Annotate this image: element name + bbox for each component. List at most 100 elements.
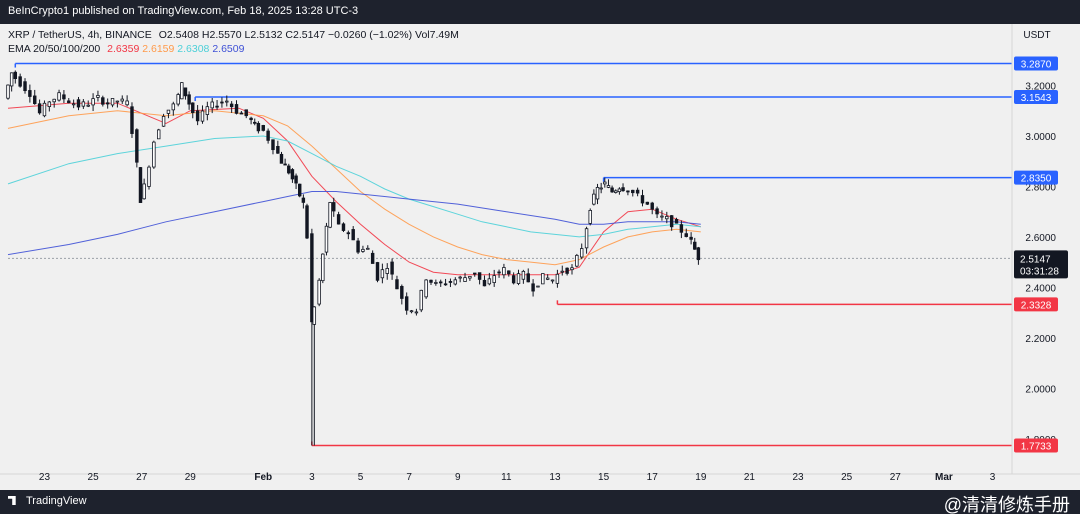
candle-body (370, 252, 375, 264)
candle-body (321, 253, 325, 282)
candle-body (492, 275, 496, 283)
candle-body (225, 100, 229, 103)
candle-body (448, 281, 453, 283)
candle-body (588, 209, 592, 224)
candle-body (183, 87, 188, 97)
candle-body (328, 202, 332, 228)
candle-body (287, 165, 291, 174)
candle-body (550, 279, 555, 282)
candle-body (37, 103, 42, 114)
ema-100-value: 2.6308 (177, 43, 210, 55)
candle-body (584, 228, 589, 249)
ema-series-line (7, 135, 701, 238)
axis-layer: USDT 3.2000 3.0000 2.8000 2.6000 2.4000 2.2000… (0, 24, 1080, 490)
candle-body (477, 272, 482, 280)
candle-body (487, 278, 492, 285)
candle-body (570, 267, 574, 271)
candle-body (595, 187, 600, 200)
candle-body (409, 310, 414, 313)
candle-body (419, 289, 423, 311)
candle-body (375, 262, 380, 281)
publisher-text: BeInCrypto1 published on TradingView.com… (8, 5, 359, 17)
candle-body (443, 283, 448, 286)
candle-body (324, 225, 329, 253)
candle-body (555, 273, 560, 284)
candle-body (234, 104, 239, 114)
ema-200-value: 2.6509 (212, 43, 245, 55)
chart-area[interactable] (0, 24, 1080, 490)
level-price-label: 2.3328 (1021, 300, 1052, 311)
candle-body (674, 219, 679, 224)
time-tick-label: 13 (549, 472, 561, 483)
candle-body (166, 109, 171, 114)
candle-body (305, 205, 309, 239)
level-price-label: 3.2870 (1021, 60, 1052, 71)
candle-body (645, 201, 650, 205)
candle-body (76, 99, 81, 108)
candle-body (312, 306, 317, 325)
candle-body (271, 139, 275, 151)
time-tick-label: 27 (136, 472, 148, 483)
candle-body (631, 189, 635, 194)
candle-body (599, 187, 603, 190)
candle-body (438, 281, 443, 284)
candle-body (617, 188, 622, 193)
tradingview-brand[interactable]: TradingView (8, 495, 87, 507)
candle-body (521, 270, 526, 280)
time-tick-label: 23 (793, 472, 805, 483)
level-price-badge (1014, 90, 1058, 105)
candle-body (531, 283, 535, 292)
candle-body (536, 285, 540, 288)
time-tick-label: 9 (455, 472, 461, 483)
candle-body (176, 94, 180, 105)
candle-body (453, 279, 458, 285)
candle-body (669, 215, 674, 228)
candle-body (502, 267, 506, 276)
candle-body (135, 129, 139, 163)
low-value: L2.5132 (244, 29, 283, 41)
candle-body (356, 240, 360, 253)
ema-line: EMA 20/50/100/200 2.6359 2.6159 2.6308 2… (8, 42, 459, 56)
countdown-label: 03:31:28 (1020, 266, 1059, 277)
candle-body (138, 167, 143, 203)
candle-body (23, 81, 27, 92)
candle-body (414, 311, 419, 314)
candle-body (516, 273, 521, 284)
ema-series-line (7, 191, 701, 256)
candle-body (458, 276, 462, 279)
candle-body (560, 270, 564, 273)
candle-body (635, 189, 640, 194)
candle-body (341, 223, 346, 231)
price-tick-label: 2.6000 (1025, 233, 1056, 244)
candle-body (650, 202, 654, 210)
candle-body (13, 71, 18, 80)
candle-body (115, 100, 120, 103)
candle-body (541, 273, 545, 285)
time-tick-label: 5 (358, 472, 364, 483)
price-tick-label: 2.8000 (1025, 182, 1056, 193)
level-price-badge (1014, 297, 1058, 312)
candle-body (283, 163, 287, 166)
candle-body (81, 101, 86, 107)
price-tick-label: 2.2000 (1025, 334, 1056, 345)
levels-layer (8, 62, 1012, 447)
time-tick-label: 25 (841, 472, 853, 483)
price-chart[interactable]: USDT 3.2000 3.0000 2.8000 2.6000 2.4000 2.2000… (0, 24, 1080, 490)
candle-body (424, 279, 428, 298)
candle-body (130, 106, 134, 134)
candle-body (239, 112, 244, 115)
candle-body (482, 279, 487, 287)
level-price-label: 3.1543 (1021, 93, 1052, 104)
candle-body (279, 153, 284, 164)
candle-body (200, 110, 205, 122)
time-tick-label: 25 (88, 472, 100, 483)
candle-body (497, 271, 501, 274)
candle-body (6, 84, 10, 99)
candle-body (665, 216, 669, 220)
price-tick-label: 2.4000 (1025, 283, 1056, 294)
candle-body (152, 141, 156, 168)
candle-body (253, 121, 257, 124)
candle-body (655, 208, 659, 215)
price-tick-label: 3.2000 (1025, 82, 1056, 93)
candle-body (210, 101, 214, 109)
